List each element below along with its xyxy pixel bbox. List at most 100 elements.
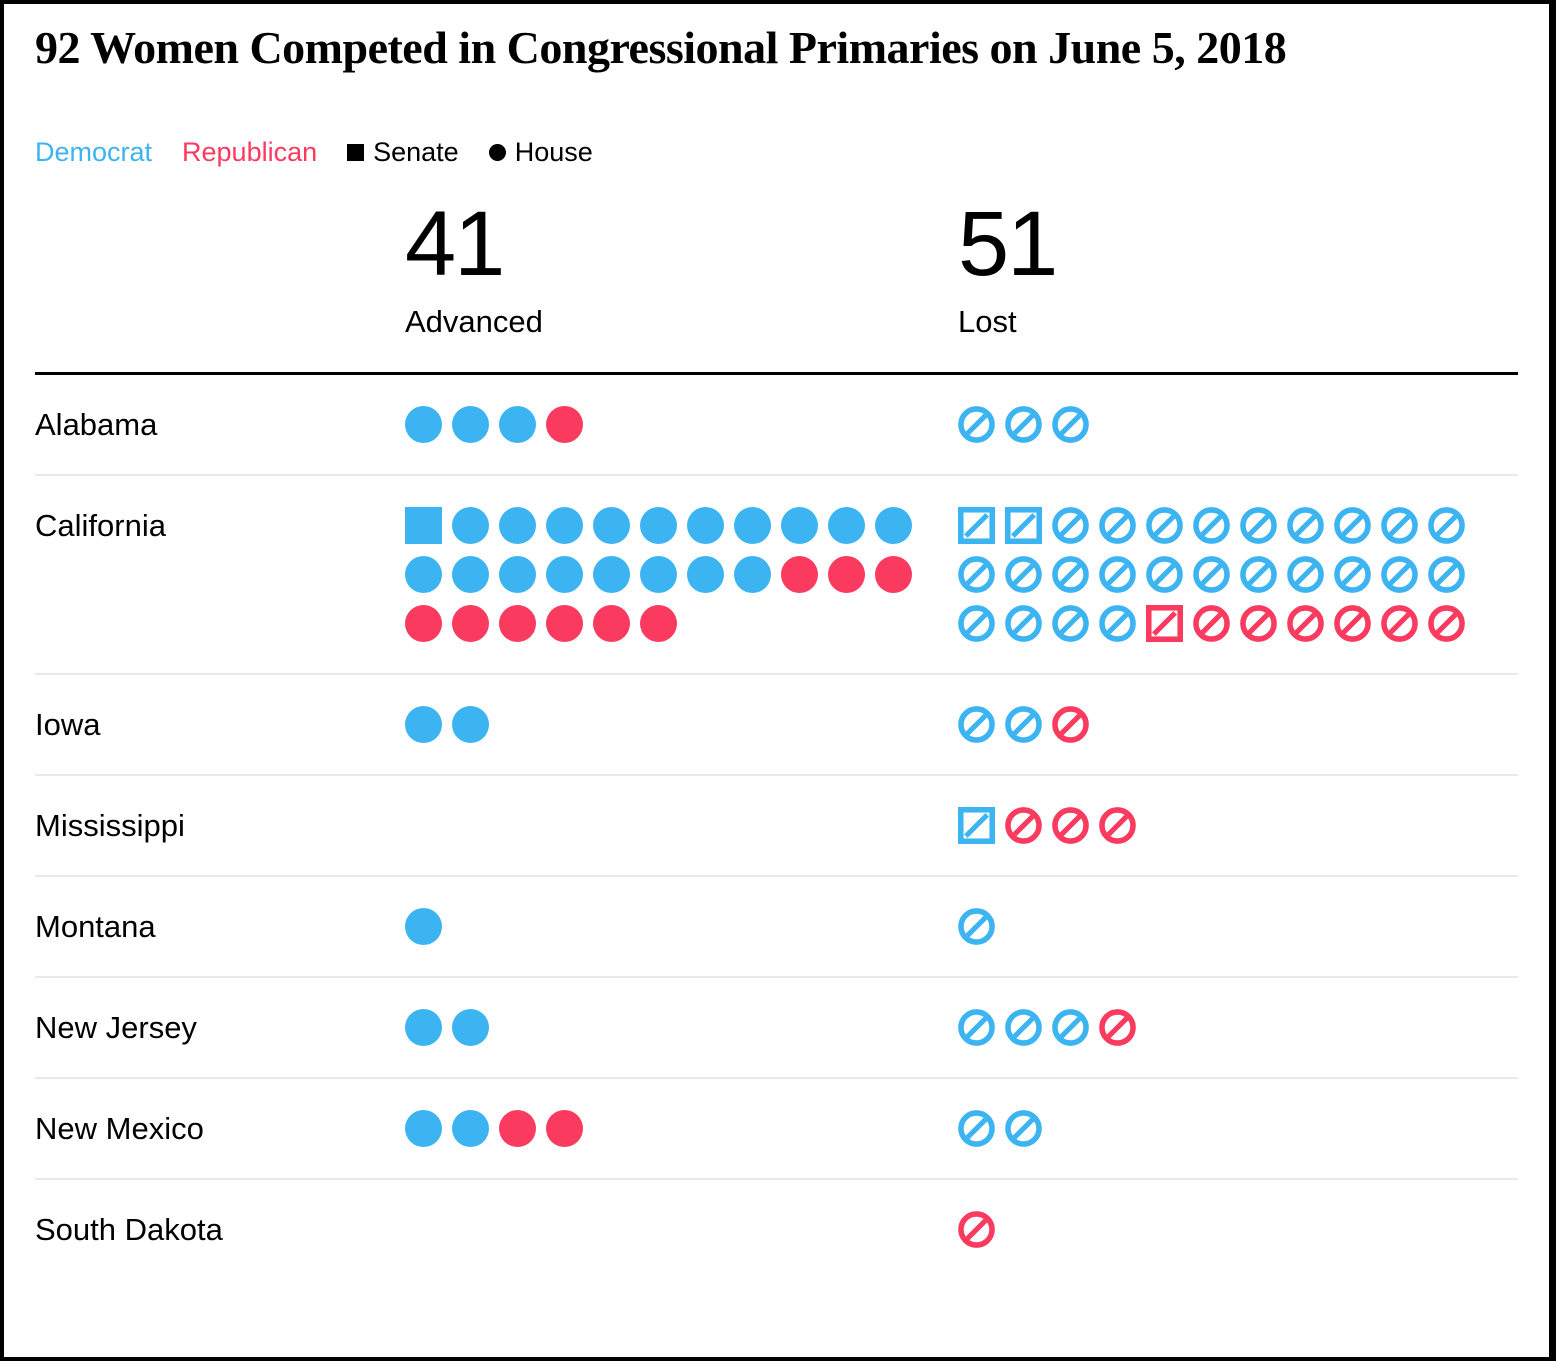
republican-house-advanced-icon — [640, 604, 677, 642]
democrat-house-advanced-icon — [405, 907, 442, 945]
legend-house-item: House — [488, 136, 593, 168]
democrat-house-lost-icon — [1052, 604, 1089, 642]
democrat-house-lost-icon — [1428, 555, 1465, 593]
democrat-house-advanced-icon — [499, 506, 536, 544]
democrat-house-advanced-icon — [405, 705, 442, 743]
democrat-house-lost-icon — [1428, 506, 1465, 544]
legend-democrat-label: Democrat — [35, 136, 153, 167]
democrat-house-lost-icon — [1287, 555, 1324, 593]
democrat-house-lost-icon — [1240, 506, 1277, 544]
democrat-house-lost-icon — [1052, 506, 1089, 544]
democrat-house-advanced-icon — [546, 555, 583, 593]
republican-house-lost-icon — [1193, 604, 1230, 642]
state-row: Alabama — [35, 375, 1518, 474]
democrat-house-lost-icon — [1052, 405, 1089, 443]
democrat-house-lost-icon — [1005, 604, 1042, 642]
republican-house-advanced-icon — [828, 555, 865, 593]
lost-icons — [958, 506, 1478, 642]
lost-icons — [958, 1210, 1478, 1248]
democrat-house-lost-icon — [1381, 555, 1418, 593]
democrat-senate-advanced-icon — [405, 506, 442, 544]
democrat-house-lost-icon — [1005, 1008, 1042, 1046]
democrat-house-advanced-icon — [593, 555, 630, 593]
republican-house-advanced-icon — [781, 555, 818, 593]
democrat-house-advanced-icon — [452, 506, 489, 544]
democrat-house-lost-icon — [1005, 705, 1042, 743]
democrat-house-advanced-icon — [828, 506, 865, 544]
legend: Democrat Republican Senate House — [35, 137, 1518, 168]
republican-house-advanced-icon — [593, 604, 630, 642]
democrat-house-lost-icon — [958, 1008, 995, 1046]
democrat-house-lost-icon — [1099, 555, 1136, 593]
democrat-house-advanced-icon — [687, 555, 724, 593]
democrat-house-lost-icon — [1052, 555, 1089, 593]
advanced-icons — [405, 506, 925, 642]
democrat-house-advanced-icon — [640, 555, 677, 593]
republican-house-advanced-icon — [499, 1109, 536, 1147]
democrat-house-advanced-icon — [499, 555, 536, 593]
republican-house-advanced-icon — [499, 604, 536, 642]
republican-house-lost-icon — [1052, 806, 1089, 844]
democrat-house-advanced-icon — [734, 555, 771, 593]
state-row: Montana — [35, 874, 1518, 976]
state-label: New Jersey — [35, 1009, 197, 1045]
democrat-house-lost-icon — [1334, 555, 1371, 593]
republican-house-lost-icon — [1428, 604, 1465, 642]
democrat-house-lost-icon — [1193, 506, 1230, 544]
democrat-house-lost-icon — [958, 555, 995, 593]
advanced-label: Advanced — [405, 303, 543, 339]
democrat-house-lost-icon — [958, 705, 995, 743]
advanced-icons — [405, 907, 925, 945]
legend-senate-item: Senate — [347, 137, 459, 168]
democrat-house-lost-icon — [958, 604, 995, 642]
democrat-house-lost-icon — [1005, 555, 1042, 593]
state-label: Iowa — [35, 706, 101, 742]
state-label: New Mexico — [35, 1110, 204, 1146]
democrat-house-advanced-icon — [405, 555, 442, 593]
republican-house-advanced-icon — [875, 555, 912, 593]
democrat-house-lost-icon — [958, 1109, 995, 1147]
lost-icons — [958, 405, 1478, 443]
lost-icons — [958, 705, 1478, 743]
democrat-senate-lost-icon — [1005, 506, 1042, 544]
state-label: Alabama — [35, 406, 158, 442]
lost-icons — [958, 1008, 1478, 1046]
democrat-house-advanced-icon — [593, 506, 630, 544]
advanced-icons — [405, 1008, 925, 1046]
state-rows: Alabama California — [35, 375, 1518, 1279]
legend-house-label: House — [514, 136, 593, 167]
democrat-house-advanced-icon — [640, 506, 677, 544]
lost-icons — [958, 907, 1478, 945]
legend-republican-label: Republican — [182, 136, 318, 167]
state-row: California — [35, 473, 1518, 673]
democrat-house-lost-icon — [1334, 506, 1371, 544]
advanced-count: 41 — [405, 192, 505, 295]
header-rule — [35, 371, 1518, 375]
democrat-house-lost-icon — [1287, 506, 1324, 544]
state-row: New Mexico — [35, 1076, 1518, 1178]
democrat-house-lost-icon — [1099, 506, 1136, 544]
lost-count: 51 — [958, 192, 1058, 295]
state-row: Mississippi — [35, 773, 1518, 875]
republican-house-advanced-icon — [546, 604, 583, 642]
democrat-house-lost-icon — [958, 907, 995, 945]
democrat-house-advanced-icon — [452, 1008, 489, 1046]
state-row: South Dakota — [35, 1177, 1518, 1279]
democrat-house-advanced-icon — [781, 506, 818, 544]
democrat-house-advanced-icon — [734, 506, 771, 544]
advanced-icons — [405, 405, 925, 443]
lost-column-header: 51 Lost — [958, 198, 1518, 340]
column-headers: 41 Advanced 51 Lost — [35, 198, 1518, 340]
democrat-house-lost-icon — [1005, 405, 1042, 443]
democrat-house-advanced-icon — [405, 405, 442, 443]
advanced-column-header: 41 Advanced — [405, 198, 958, 340]
republican-house-lost-icon — [1287, 604, 1324, 642]
state-row: Iowa — [35, 672, 1518, 774]
democrat-house-lost-icon — [1240, 555, 1277, 593]
state-label: South Dakota — [35, 1211, 223, 1247]
state-label: Mississippi — [35, 807, 185, 843]
democrat-house-lost-icon — [1146, 506, 1183, 544]
lost-icons — [958, 806, 1478, 844]
lost-icons — [958, 1109, 1478, 1147]
republican-house-lost-icon — [958, 1210, 995, 1248]
